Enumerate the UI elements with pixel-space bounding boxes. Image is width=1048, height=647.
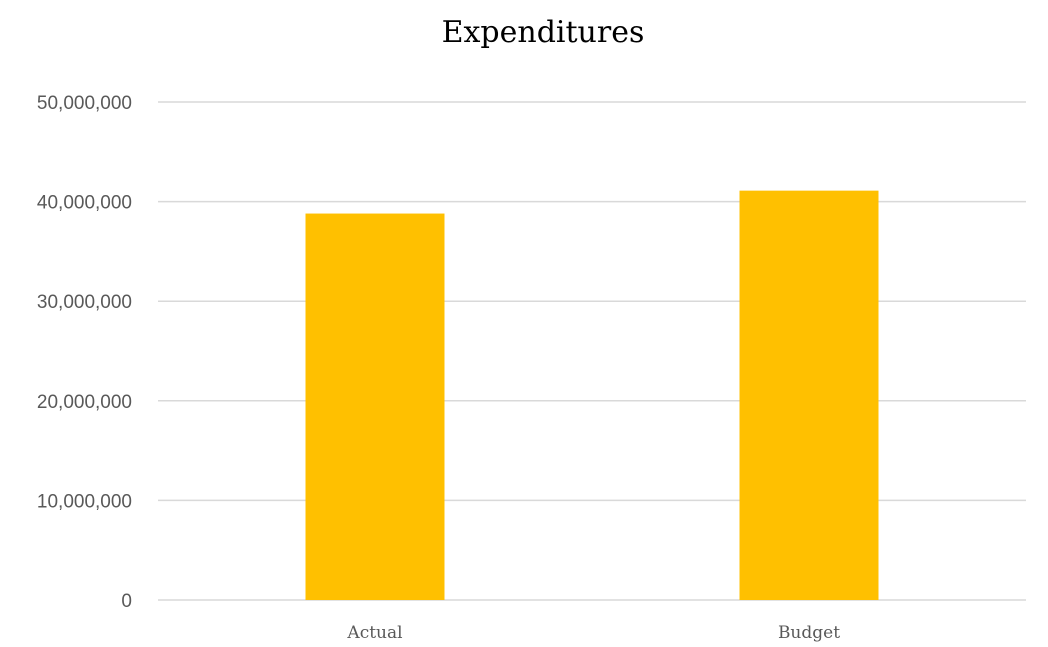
y-axis-tick-labels: 0 10,000,000 20,000,000 30,000,000 40,000,00… xyxy=(37,93,132,612)
y-tick-label: 10,000,000 xyxy=(37,491,132,512)
x-axis-tick-labels: Actual Budget xyxy=(346,623,840,643)
y-tick-label: 0 xyxy=(121,591,132,612)
bars xyxy=(305,190,879,601)
y-tick-label: 20,000,000 xyxy=(37,392,132,413)
x-tick-label: Actual xyxy=(346,623,402,643)
y-tick-label: 50,000,000 xyxy=(37,93,132,114)
bar-actual xyxy=(305,213,445,600)
y-tick-label: 40,000,000 xyxy=(37,193,132,214)
y-tick-label: 30,000,000 xyxy=(37,292,132,313)
bar-budget xyxy=(739,190,879,601)
chart-title: Expenditures xyxy=(442,15,645,50)
x-tick-label: Budget xyxy=(778,623,840,643)
gridlines xyxy=(158,101,1026,601)
